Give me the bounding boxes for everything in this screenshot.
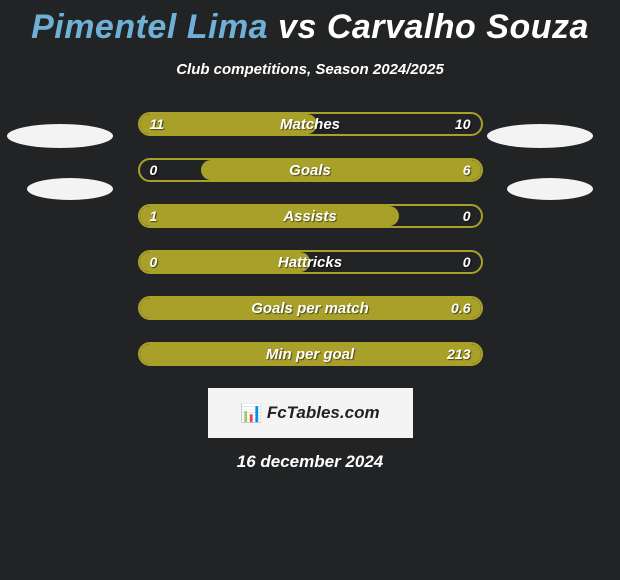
stat-bar: 0.6Goals per match: [138, 296, 483, 320]
stat-label: Hattricks: [140, 252, 481, 272]
player2-name: Carvalho Souza: [327, 8, 589, 46]
stat-label: Goals: [140, 160, 481, 180]
page-title: Pimentel Lima vs Carvalho Souza: [0, 0, 620, 47]
comparison-chart: 1110Matches 06Goals 10Assists 00Hattricks 0.…: [0, 112, 620, 366]
stat-row: 10Assists: [0, 204, 620, 228]
stat-row: 213Min per goal: [0, 342, 620, 366]
stat-label: Assists: [140, 206, 481, 226]
stat-bar: 00Hattricks: [138, 250, 483, 274]
vs-word: vs: [278, 8, 317, 46]
stat-row: 1110Matches: [0, 112, 620, 136]
stat-bar: 213Min per goal: [138, 342, 483, 366]
stat-bar: 06Goals: [138, 158, 483, 182]
player1-name: Pimentel Lima: [31, 8, 268, 46]
stat-bar: 1110Matches: [138, 112, 483, 136]
stat-label: Matches: [140, 114, 481, 134]
stat-label: Goals per match: [140, 298, 481, 318]
date-label: 16 december 2024: [0, 452, 620, 472]
stat-bar: 10Assists: [138, 204, 483, 228]
stat-row: 06Goals: [0, 158, 620, 182]
stat-row: 00Hattricks: [0, 250, 620, 274]
stat-row: 0.6Goals per match: [0, 296, 620, 320]
subtitle: Club competitions, Season 2024/2025: [0, 61, 620, 78]
brand-chart-icon: 📊: [240, 403, 262, 424]
stat-label: Min per goal: [140, 344, 481, 364]
brand-box: 📊 FcTables.com: [208, 388, 413, 438]
brand-text: FcTables.com: [267, 403, 380, 423]
